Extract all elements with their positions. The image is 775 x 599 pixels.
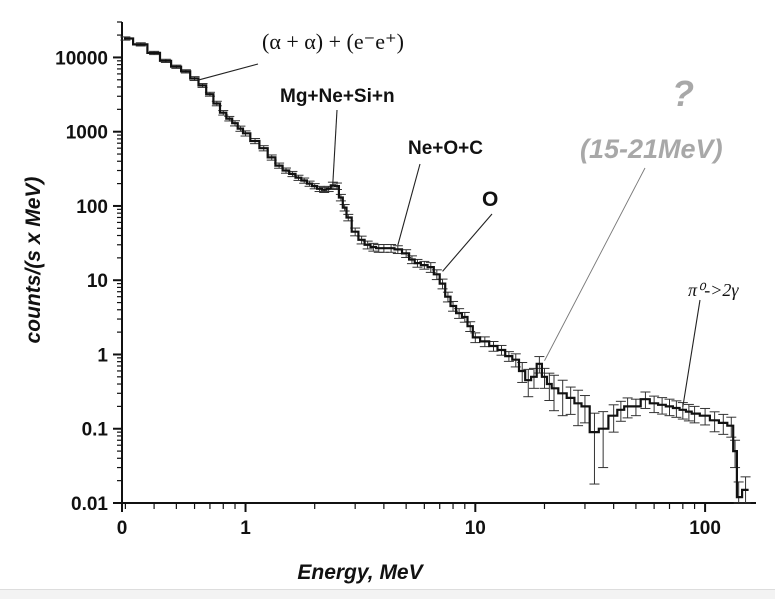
annotation-leader-line (332, 109, 338, 183)
annotation-leader-line (544, 167, 646, 361)
annotation-leader-line (442, 213, 493, 272)
annotation-leader-line (197, 63, 259, 81)
annotation-leader-line (397, 163, 421, 246)
y-tick-label: 10 (87, 271, 108, 292)
annotation-pi0-2gamma: π⁰->2γ (688, 280, 739, 300)
y-tick-label: 100 (76, 197, 108, 218)
y-tick-label: 0.01 (71, 494, 108, 515)
annotation-alpha-pair: (α + α) + (e⁻e⁺) (262, 29, 404, 54)
bottom-strip (0, 589, 775, 599)
annotation-ne-o-c: Ne+O+C (408, 138, 483, 159)
annotation-15-21mev: (15-21MeV) (580, 134, 723, 164)
error-bars (120, 36, 751, 504)
x-tick-label: 0 (117, 518, 128, 539)
y-tick-label: 0.1 (82, 420, 109, 441)
y-axis-title: counts/(s x MeV) (22, 177, 45, 344)
annotation-leader-lines (197, 63, 701, 407)
annotation-question-mark: ? (672, 73, 694, 114)
ticks: 10000 1000 100 10 1 0.1 0.01 0 1 10 100 (55, 21, 721, 539)
annotation-mg-ne-si-n: Mg+Ne+Si+n (280, 86, 395, 107)
y-tick-label: 1000 (66, 123, 108, 144)
x-tick-label: 100 (689, 518, 721, 539)
spectrum-step-line (124, 37, 749, 499)
axes (121, 22, 756, 504)
x-tick-label: 1 (240, 518, 251, 539)
y-tick-label: 1 (97, 345, 108, 366)
annotation-o: O (482, 188, 498, 211)
x-tick-label: 10 (465, 518, 486, 539)
y-tick-label: 10000 (55, 48, 108, 69)
x-axis-title: Energy, MeV (297, 561, 424, 584)
annotation-leader-line (682, 299, 701, 407)
